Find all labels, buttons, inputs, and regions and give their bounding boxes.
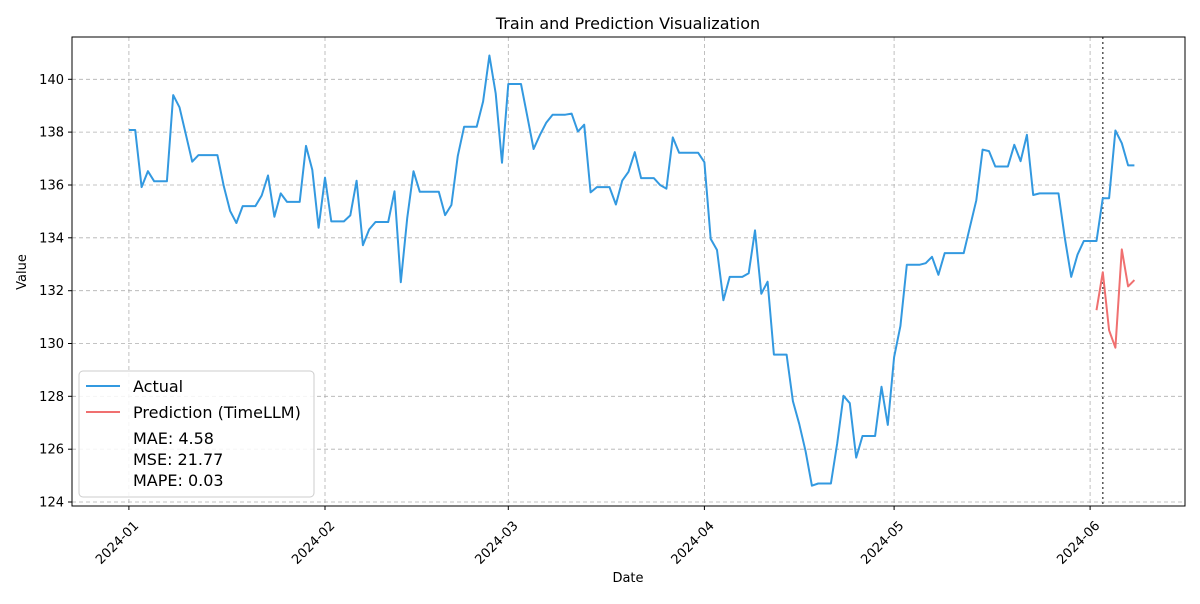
metric-mae: MAE: 4.58 [133,429,214,448]
y-tick-label: 132 [39,284,64,299]
y-tick-label: 130 [39,337,64,352]
legend: Actual Prediction (TimeLLM) MAE: 4.58 MS… [78,370,315,498]
series-line-prediction [1095,248,1136,349]
y-tick-label: 126 [39,443,64,458]
y-tick-label: 138 [39,126,64,141]
series-line-actual [128,54,1135,487]
chart-title: Train and Prediction Visualization [495,14,760,33]
y-axis-ticks: 124 126 128 130 132 134 136 138 140 [39,73,72,511]
metric-mse: MSE: 21.77 [133,450,223,469]
y-tick-label: 128 [39,390,64,405]
x-axis-label: Date [612,571,643,586]
legend-frame [78,370,315,498]
legend-label-prediction: Prediction (TimeLLM) [133,403,301,422]
y-axis-label: Value [15,254,30,290]
y-tick-label: 140 [39,73,64,88]
y-tick-label: 134 [39,231,64,246]
plot-frame [71,36,1186,507]
y-tick-label: 124 [39,496,64,511]
legend-label-actual: Actual [133,377,183,396]
series-lines [128,54,1136,487]
y-tick-label: 136 [39,179,64,194]
metric-mape: MAPE: 0.03 [133,471,224,490]
